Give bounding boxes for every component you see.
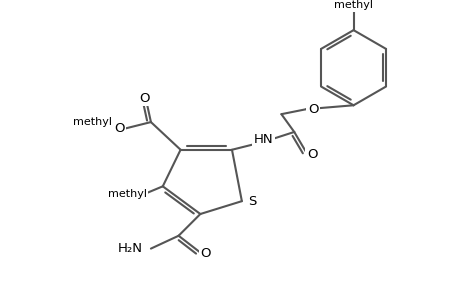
Text: HN: HN	[253, 134, 273, 146]
Text: O: O	[114, 122, 124, 134]
Text: O: O	[140, 92, 150, 105]
Text: S: S	[247, 195, 256, 208]
Text: O: O	[306, 148, 317, 161]
Text: methyl: methyl	[107, 189, 146, 199]
Text: H₂N: H₂N	[118, 242, 143, 255]
Text: methyl: methyl	[333, 0, 372, 11]
Text: O: O	[307, 103, 318, 116]
Text: methyl: methyl	[73, 117, 112, 127]
Text: O: O	[200, 247, 210, 260]
